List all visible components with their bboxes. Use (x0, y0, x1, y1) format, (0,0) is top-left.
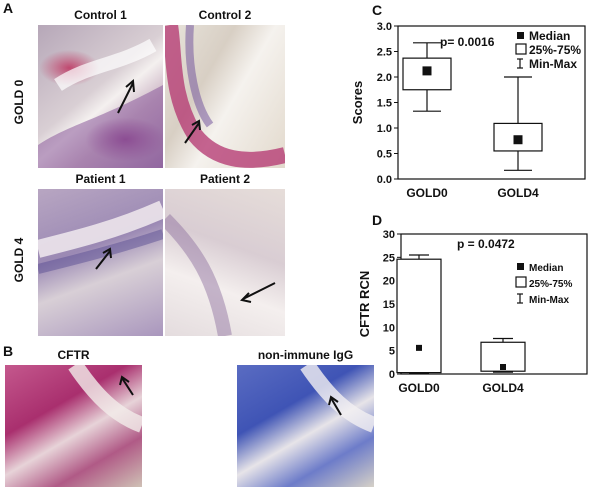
y-tick-label: 20 (383, 276, 395, 288)
median-marker-gold0 (416, 344, 422, 351)
y-axis-label: CFTR RCN (357, 271, 372, 337)
legend-median-label: Median (529, 29, 570, 43)
panel-letter-d: D (372, 212, 383, 228)
median-marker-gold4 (513, 135, 523, 145)
legend-iqr-symbol (515, 43, 527, 55)
y-tick-label: 3.0 (377, 21, 392, 33)
y-tick-label: 2.5 (377, 47, 392, 59)
row-label-gold0: GOLD 0 (12, 79, 26, 125)
caption-control-2: Control 2 (198, 8, 252, 22)
arrow-igg (330, 397, 342, 416)
micrograph-cftr (5, 365, 142, 487)
y-tick-label: 25 (383, 252, 395, 264)
panel-letter-b: B (3, 343, 14, 359)
chart-c-scores: 0.0 0.5 1.0 1.5 2.0 2.5 3.0 Scores GOLD0 GOLD4 p= … (350, 21, 586, 200)
caption-non-immune-igg: non-immune IgG (257, 348, 354, 362)
y-tick-label: 0 (389, 369, 395, 381)
y-tick-label: 0.5 (377, 149, 392, 161)
legend-iqr-label: 25%-75% (529, 279, 572, 290)
legend-median-symbol (517, 32, 524, 39)
micrograph-non-immune-igg (237, 365, 374, 487)
panel-letter-c: C (372, 2, 383, 18)
y-tick-label: 30 (383, 229, 395, 241)
y-tick-label: 5 (389, 346, 395, 358)
iqr-box-gold4 (493, 122, 543, 152)
chart-d-cftr-rcn: 0 5 10 15 20 25 30 CFTR RCN GOLD0 GOLD4 p = 0.0472… (357, 229, 588, 395)
legend-median-symbol (517, 263, 524, 270)
y-tick-label: 0.0 (377, 174, 392, 186)
panel-letter-a: A (3, 0, 14, 16)
y-tick-label: 10 (383, 322, 395, 334)
micrograph-patient-1 (38, 189, 163, 336)
micrograph-control-2 (165, 25, 285, 168)
micrograph-control-1 (38, 25, 163, 168)
median-marker-gold0 (422, 66, 432, 76)
x-tick-label: GOLD4 (497, 186, 539, 200)
legend-minmax-label: Min-Max (529, 295, 569, 306)
x-tick-label: GOLD0 (398, 381, 440, 395)
y-tick-label: 15 (383, 299, 395, 311)
x-tick-label: GOLD0 (406, 186, 448, 200)
median-marker-gold4 (500, 364, 506, 370)
arrow-control-1 (117, 82, 134, 114)
arrow-cftr (121, 377, 134, 396)
legend-minmax-label: Min-Max (529, 57, 577, 71)
row-label-gold4: GOLD 4 (12, 237, 26, 283)
caption-control-1: Control 1 (74, 8, 127, 22)
iqr-box-gold4 (480, 341, 526, 372)
y-tick-label: 2.0 (377, 72, 392, 84)
arrow-patient-1 (95, 250, 111, 270)
y-tick-label: 1.0 (377, 123, 392, 135)
y-axis-label: Scores (350, 81, 365, 124)
micrograph-patient-2 (165, 189, 285, 336)
legend-median-label: Median (529, 263, 563, 274)
y-tick-label: 1.5 (377, 98, 392, 110)
legend-iqr-symbol (515, 276, 527, 288)
legend-iqr-label: 25%-75% (529, 43, 581, 57)
arrow-control-2 (184, 122, 200, 144)
caption-patient-2: Patient 2 (199, 172, 250, 186)
p-value-annotation: p= 0.0016 (440, 35, 495, 49)
caption-patient-1: Patient 1 (75, 172, 126, 186)
p-value-annotation: p = 0.0472 (457, 237, 515, 251)
caption-cftr: CFTR (57, 348, 90, 362)
x-tick-label: GOLD4 (482, 381, 524, 395)
iqr-box-gold0 (396, 258, 442, 374)
arrow-patient-2 (242, 282, 276, 300)
